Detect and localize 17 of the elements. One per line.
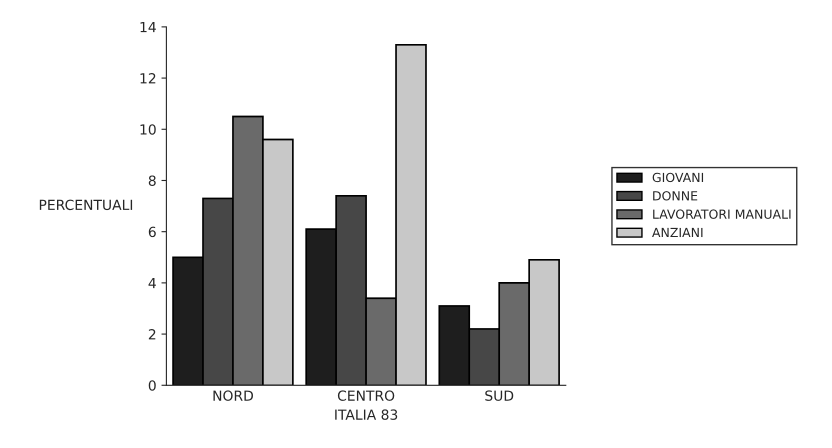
x-axis-title: ITALIA 83 bbox=[335, 409, 398, 420]
y-tick-label: 4 bbox=[148, 278, 156, 288]
legend-label: LAVORATORI MANUALI bbox=[653, 209, 791, 219]
x-tick-label: NORD bbox=[213, 390, 253, 401]
x-tick-label: CENTRO bbox=[338, 390, 394, 401]
y-tick-label: 12 bbox=[140, 73, 156, 84]
y-axis-title: PERCENTUALI bbox=[40, 200, 132, 210]
y-tick-label: 8 bbox=[148, 175, 156, 186]
legend-label: GIOVANI bbox=[652, 172, 704, 182]
y-tick-label: 0 bbox=[148, 380, 156, 391]
y-tick-label: 2 bbox=[148, 329, 156, 340]
y-tick-label: 10 bbox=[140, 124, 156, 135]
legend-label: DONNE bbox=[653, 191, 698, 201]
legend-label: ANZIANI bbox=[652, 228, 702, 238]
y-tick-label: 14 bbox=[140, 22, 156, 32]
x-tick-label: SUD bbox=[485, 390, 514, 401]
y-tick-label: 6 bbox=[148, 226, 156, 238]
